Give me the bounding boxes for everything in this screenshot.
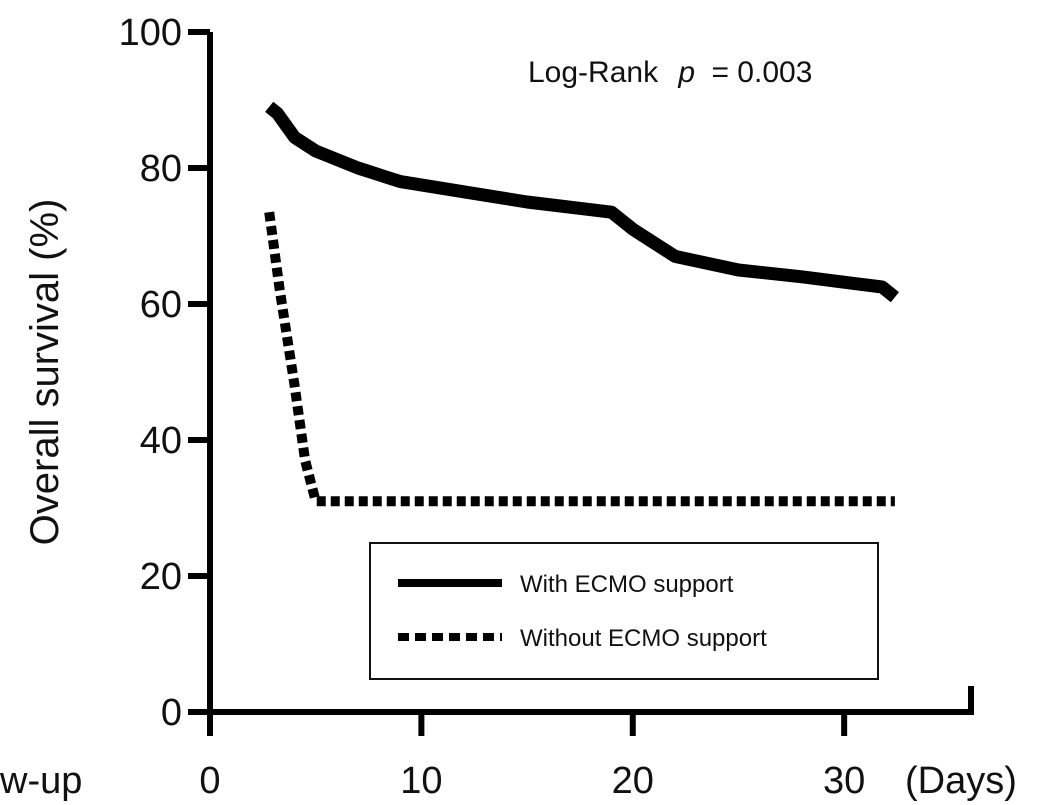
- y-axis-title: Overall survival (%): [23, 199, 67, 546]
- y-tick-label: 0: [161, 692, 182, 734]
- x-tick-label: 10: [400, 760, 442, 802]
- legend-label-without-ecmo: Without ECMO support: [520, 625, 767, 652]
- y-tick-label: 100: [119, 12, 182, 54]
- y-tick-label: 20: [140, 556, 182, 598]
- p-symbol: p: [677, 56, 695, 89]
- x-axis-unit-label: (Days): [905, 760, 1017, 802]
- y-tick-label: 60: [140, 284, 182, 326]
- y-tick-label: 40: [140, 420, 182, 462]
- series-line-without-ecmo: [264, 211, 895, 507]
- log-rank-annotation: Log-Rank p = 0.003: [528, 56, 812, 89]
- log-rank-prefix: Log-Rank: [528, 56, 659, 89]
- legend-label-with-ecmo: With ECMO support: [520, 571, 734, 598]
- x-tick-label: 0: [199, 760, 220, 802]
- x-axis-left-label: w-up: [0, 760, 82, 802]
- series-layer: [264, 101, 899, 507]
- axes: 0 20 40 60 80 100 0 10 20 30: [119, 12, 974, 802]
- series-line-with-ecmo: [265, 101, 899, 303]
- p-value: = 0.003: [711, 56, 812, 89]
- y-tick-label: 80: [140, 148, 182, 190]
- x-tick-label: 20: [612, 760, 654, 802]
- x-tick-label: 30: [823, 760, 865, 802]
- legend-box: [369, 542, 879, 680]
- legend: With ECMO support Without ECMO support: [369, 542, 879, 680]
